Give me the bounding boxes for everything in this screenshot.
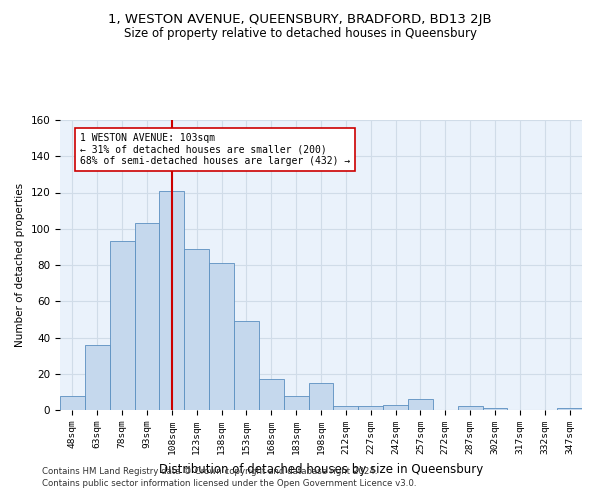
Bar <box>60 396 85 410</box>
Text: 1 WESTON AVENUE: 103sqm
← 31% of detached houses are smaller (200)
68% of semi-d: 1 WESTON AVENUE: 103sqm ← 31% of detache… <box>80 132 350 166</box>
Bar <box>209 263 234 410</box>
Bar <box>160 190 184 410</box>
Bar <box>458 406 482 410</box>
Text: Size of property relative to detached houses in Queensbury: Size of property relative to detached ho… <box>124 28 476 40</box>
Text: 1, WESTON AVENUE, QUEENSBURY, BRADFORD, BD13 2JB: 1, WESTON AVENUE, QUEENSBURY, BRADFORD, … <box>108 12 492 26</box>
Bar <box>85 345 110 410</box>
Y-axis label: Number of detached properties: Number of detached properties <box>15 183 25 347</box>
Text: Contains public sector information licensed under the Open Government Licence v3: Contains public sector information licen… <box>42 478 416 488</box>
X-axis label: Distribution of detached houses by size in Queensbury: Distribution of detached houses by size … <box>159 462 483 475</box>
Bar <box>308 383 334 410</box>
Bar <box>110 242 134 410</box>
Text: Contains HM Land Registry data © Crown copyright and database right 2024.: Contains HM Land Registry data © Crown c… <box>42 467 377 476</box>
Bar <box>482 408 508 410</box>
Bar <box>134 224 160 410</box>
Bar <box>334 406 358 410</box>
Bar <box>284 396 308 410</box>
Bar <box>358 406 383 410</box>
Bar <box>383 404 408 410</box>
Bar <box>408 399 433 410</box>
Bar <box>557 408 582 410</box>
Bar <box>259 379 284 410</box>
Bar <box>184 248 209 410</box>
Bar <box>234 321 259 410</box>
